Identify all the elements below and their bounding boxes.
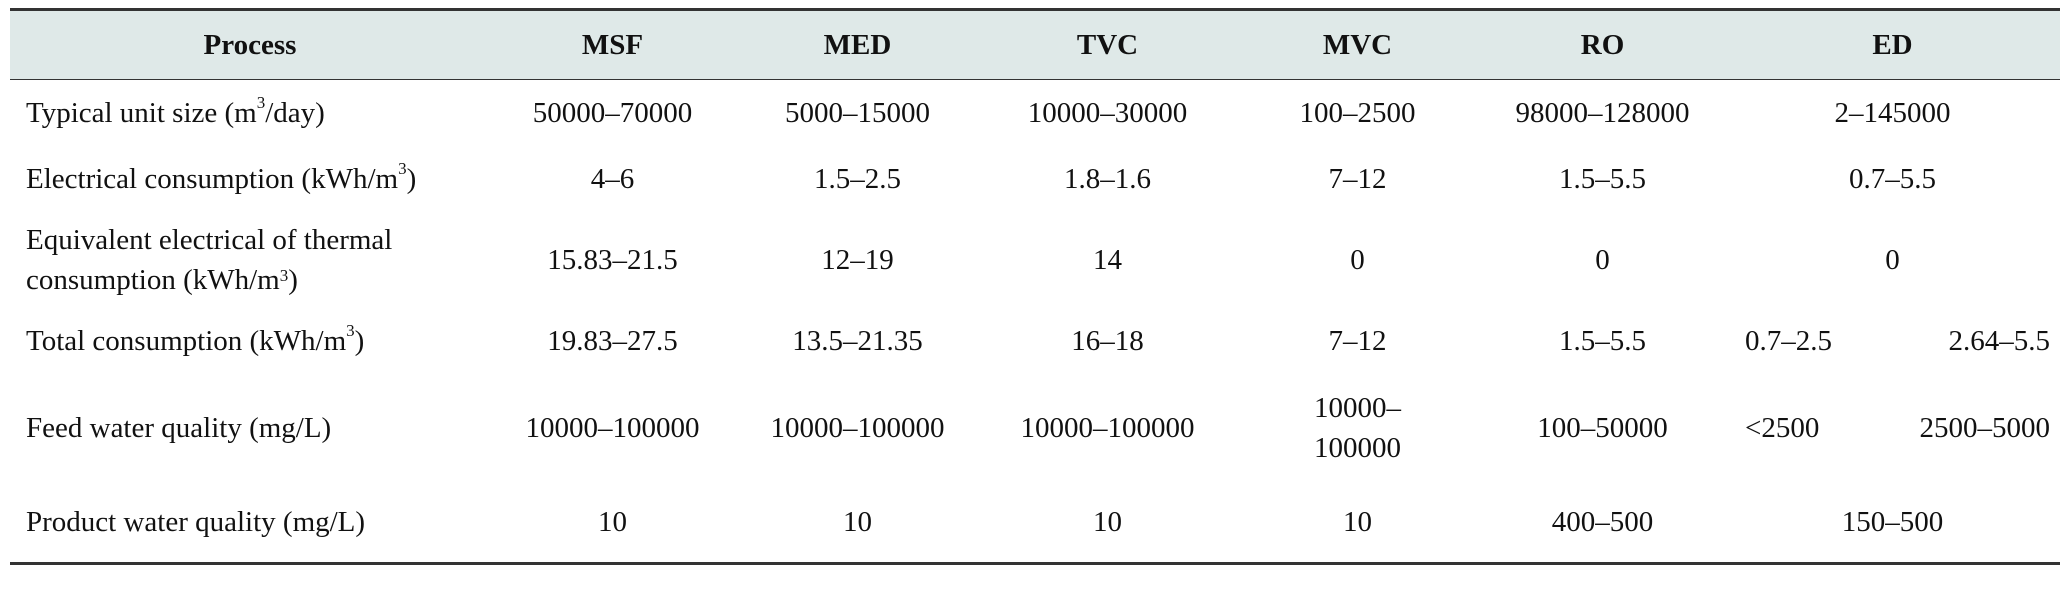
cell-mvc: 100–2500 — [1299, 96, 1416, 129]
cell-ro: 1.5–5.5 — [1559, 162, 1646, 195]
cell-mvc: 7–12 — [1328, 324, 1387, 357]
cell-ed: 150–500 — [1725, 482, 2060, 565]
cell-ed: 0.7–2.5 2.64–5.5 — [1725, 308, 2060, 374]
cell-tvc: 16–18 — [1071, 324, 1144, 357]
cell-ed-a: 0.7–2.5 — [1745, 324, 1832, 357]
cell-msf: 50000–70000 — [532, 96, 693, 129]
cell-mvc: 10000– 100000 — [1314, 392, 1401, 464]
row-label: Electrical consumption (kWh/m3) — [26, 158, 417, 195]
cell-tvc: 10000–30000 — [1027, 96, 1188, 129]
header-med: MED — [735, 8, 980, 80]
cell-tvc: 10 — [980, 482, 1235, 565]
row-label: Product water quality (mg/L) — [10, 482, 490, 565]
cell-msf: 4–6 — [590, 162, 635, 195]
row-electrical: Electrical consumption (kWh/m3) 4–6 1.5–… — [10, 146, 2060, 212]
cell-ro: 1.5–5.5 — [1559, 324, 1646, 357]
row-label: Equivalent electrical of thermal consumpt… — [26, 224, 393, 296]
cell-ed: 0 — [1885, 243, 1900, 276]
row-unit-size: Typical unit size (m3/day) 50000–70000 5… — [10, 80, 2060, 147]
desalination-process-table: Process MSF MED TVC MVC RO ED Typical un… — [10, 8, 2060, 565]
row-label: Typical unit size (m3/day) — [26, 92, 325, 129]
header-mvc: MVC — [1235, 8, 1480, 80]
cell-med: 5000–15000 — [785, 96, 930, 129]
row-feed: Feed water quality (mg/L) 10000–100000 1… — [10, 374, 2060, 482]
cell-ro: 400–500 — [1480, 482, 1725, 565]
comparison-table-container: Process MSF MED TVC MVC RO ED Typical un… — [10, 8, 2060, 565]
cell-ro: 100–50000 — [1537, 411, 1668, 444]
cell-tvc: 14 — [1093, 243, 1122, 276]
cell-ed-b: 2.64–5.5 — [1948, 324, 2051, 357]
header-row: Process MSF MED TVC MVC RO ED — [10, 8, 2060, 80]
cell-med: 13.5–21.35 — [792, 324, 923, 357]
cell-ro: 0 — [1595, 243, 1610, 276]
row-product: Product water quality (mg/L) 10 10 10 10… — [10, 482, 2060, 565]
cell-ro: 98000–128000 — [1515, 96, 1690, 129]
cell-ed-a: <2500 — [1745, 411, 1820, 444]
row-total: Total consumption (kWh/m3) 19.83–27.5 13… — [10, 308, 2060, 374]
cell-med: 10000–100000 — [770, 411, 945, 444]
cell-ed: <2500 2500–5000 — [1725, 374, 2060, 482]
row-label: Feed water quality (mg/L) — [26, 411, 332, 444]
cell-msf: 15.83–21.5 — [547, 243, 678, 276]
cell-ed: 2–145000 — [1834, 96, 1951, 129]
cell-tvc: 1.8–1.6 — [1064, 162, 1151, 195]
header-ro: RO — [1480, 8, 1725, 80]
cell-med: 1.5–2.5 — [814, 162, 901, 195]
row-label: Total consumption (kWh/m3) — [26, 320, 365, 357]
cell-msf: 19.83–27.5 — [547, 324, 678, 357]
header-msf: MSF — [490, 8, 735, 80]
row-thermal: Equivalent electrical of thermal consumpt… — [10, 212, 2060, 308]
header-tvc: TVC — [980, 8, 1235, 80]
cell-mvc: 0 — [1350, 243, 1365, 276]
cell-med: 12–19 — [821, 243, 894, 276]
cell-tvc: 10000–100000 — [1020, 411, 1195, 444]
cell-msf: 10000–100000 — [525, 411, 700, 444]
cell-mvc: 7–12 — [1328, 162, 1387, 195]
cell-ed-b: 2500–5000 — [1919, 411, 2051, 444]
header-process: Process — [10, 8, 490, 80]
cell-msf: 10 — [490, 482, 735, 565]
header-ed: ED — [1725, 8, 2060, 80]
cell-mvc: 10 — [1235, 482, 1480, 565]
cell-ed: 0.7–5.5 — [1849, 162, 1936, 195]
cell-med: 10 — [735, 482, 980, 565]
